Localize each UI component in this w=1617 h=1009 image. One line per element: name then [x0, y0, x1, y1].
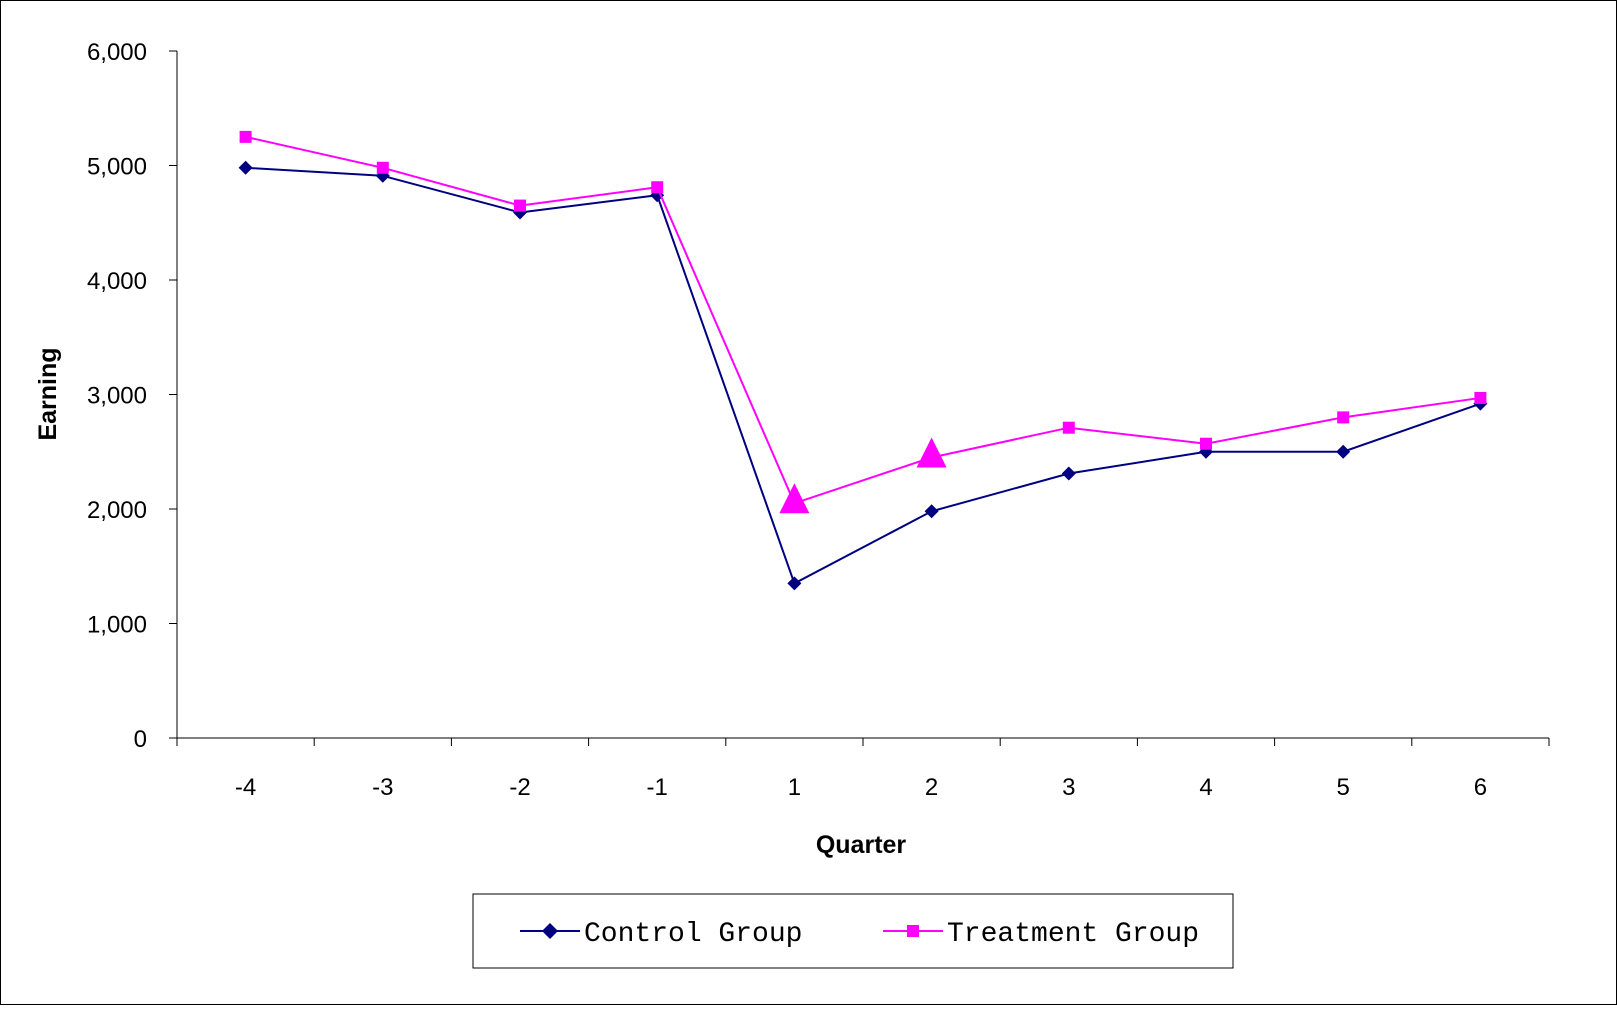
highlight-triangle-marker [916, 437, 947, 468]
y-tick-label: 4,000 [87, 268, 147, 295]
square-marker [1337, 411, 1350, 424]
series-layer [238, 130, 1488, 591]
square-marker [1200, 437, 1212, 450]
x-tick-label: 1 [788, 774, 801, 801]
series-line [245, 166, 1481, 585]
y-tick-label: 6,000 [87, 39, 147, 66]
series-control [238, 160, 1488, 591]
legend-item-treatment: Treatment Group [883, 919, 1199, 950]
square-marker [514, 199, 526, 212]
square-marker [376, 161, 389, 174]
y-ticks: 0 1,000 2,000 3,000 4,000 5,000 6,000 [87, 39, 177, 753]
y-tick-label: 1,000 [87, 612, 147, 639]
legend-marker-treatment [907, 925, 919, 937]
square-marker [239, 130, 252, 143]
square-marker [1474, 391, 1487, 404]
diamond-marker [924, 504, 939, 519]
y-tick-label: 0 [134, 726, 147, 753]
x-tick-label: 4 [1199, 774, 1212, 801]
x-ticks: -4 -3 -2 -1 1 2 3 4 5 6 [176, 738, 1550, 801]
square-marker [651, 181, 664, 194]
diamond-marker [238, 160, 253, 175]
diamond-marker [787, 576, 802, 591]
x-tick-label: 3 [1062, 774, 1075, 801]
y-tick-label: 2,000 [87, 497, 147, 524]
x-tick-label: -2 [509, 774, 530, 801]
series-line [245, 135, 1481, 505]
legend-marker-control [542, 923, 558, 939]
y-axis-title: Earning [34, 347, 62, 440]
x-tick-label: 2 [925, 774, 938, 801]
series-treatment [239, 130, 1487, 514]
legend: Control Group Treatment Group [472, 893, 1234, 969]
y-tick-label: 5,000 [87, 154, 147, 181]
x-tick-label: 6 [1474, 774, 1487, 801]
square-marker [1062, 421, 1075, 434]
x-tick-label: -3 [372, 774, 393, 801]
x-axis-title: Quarter [816, 831, 907, 859]
x-tick-label: -1 [647, 774, 668, 801]
legend-box [472, 893, 1234, 969]
x-tick-label: -4 [235, 774, 256, 801]
legend-item-control: Control Group [520, 919, 802, 950]
legend-label-control: Control Group [584, 919, 802, 950]
highlight-triangle-marker [779, 483, 810, 514]
diamond-marker [1336, 444, 1351, 459]
diamond-marker [1061, 466, 1076, 481]
y-tick-label: 3,000 [87, 383, 147, 410]
axes [176, 51, 1549, 739]
x-tick-label: 5 [1337, 774, 1350, 801]
legend-label-treatment: Treatment Group [947, 919, 1199, 950]
